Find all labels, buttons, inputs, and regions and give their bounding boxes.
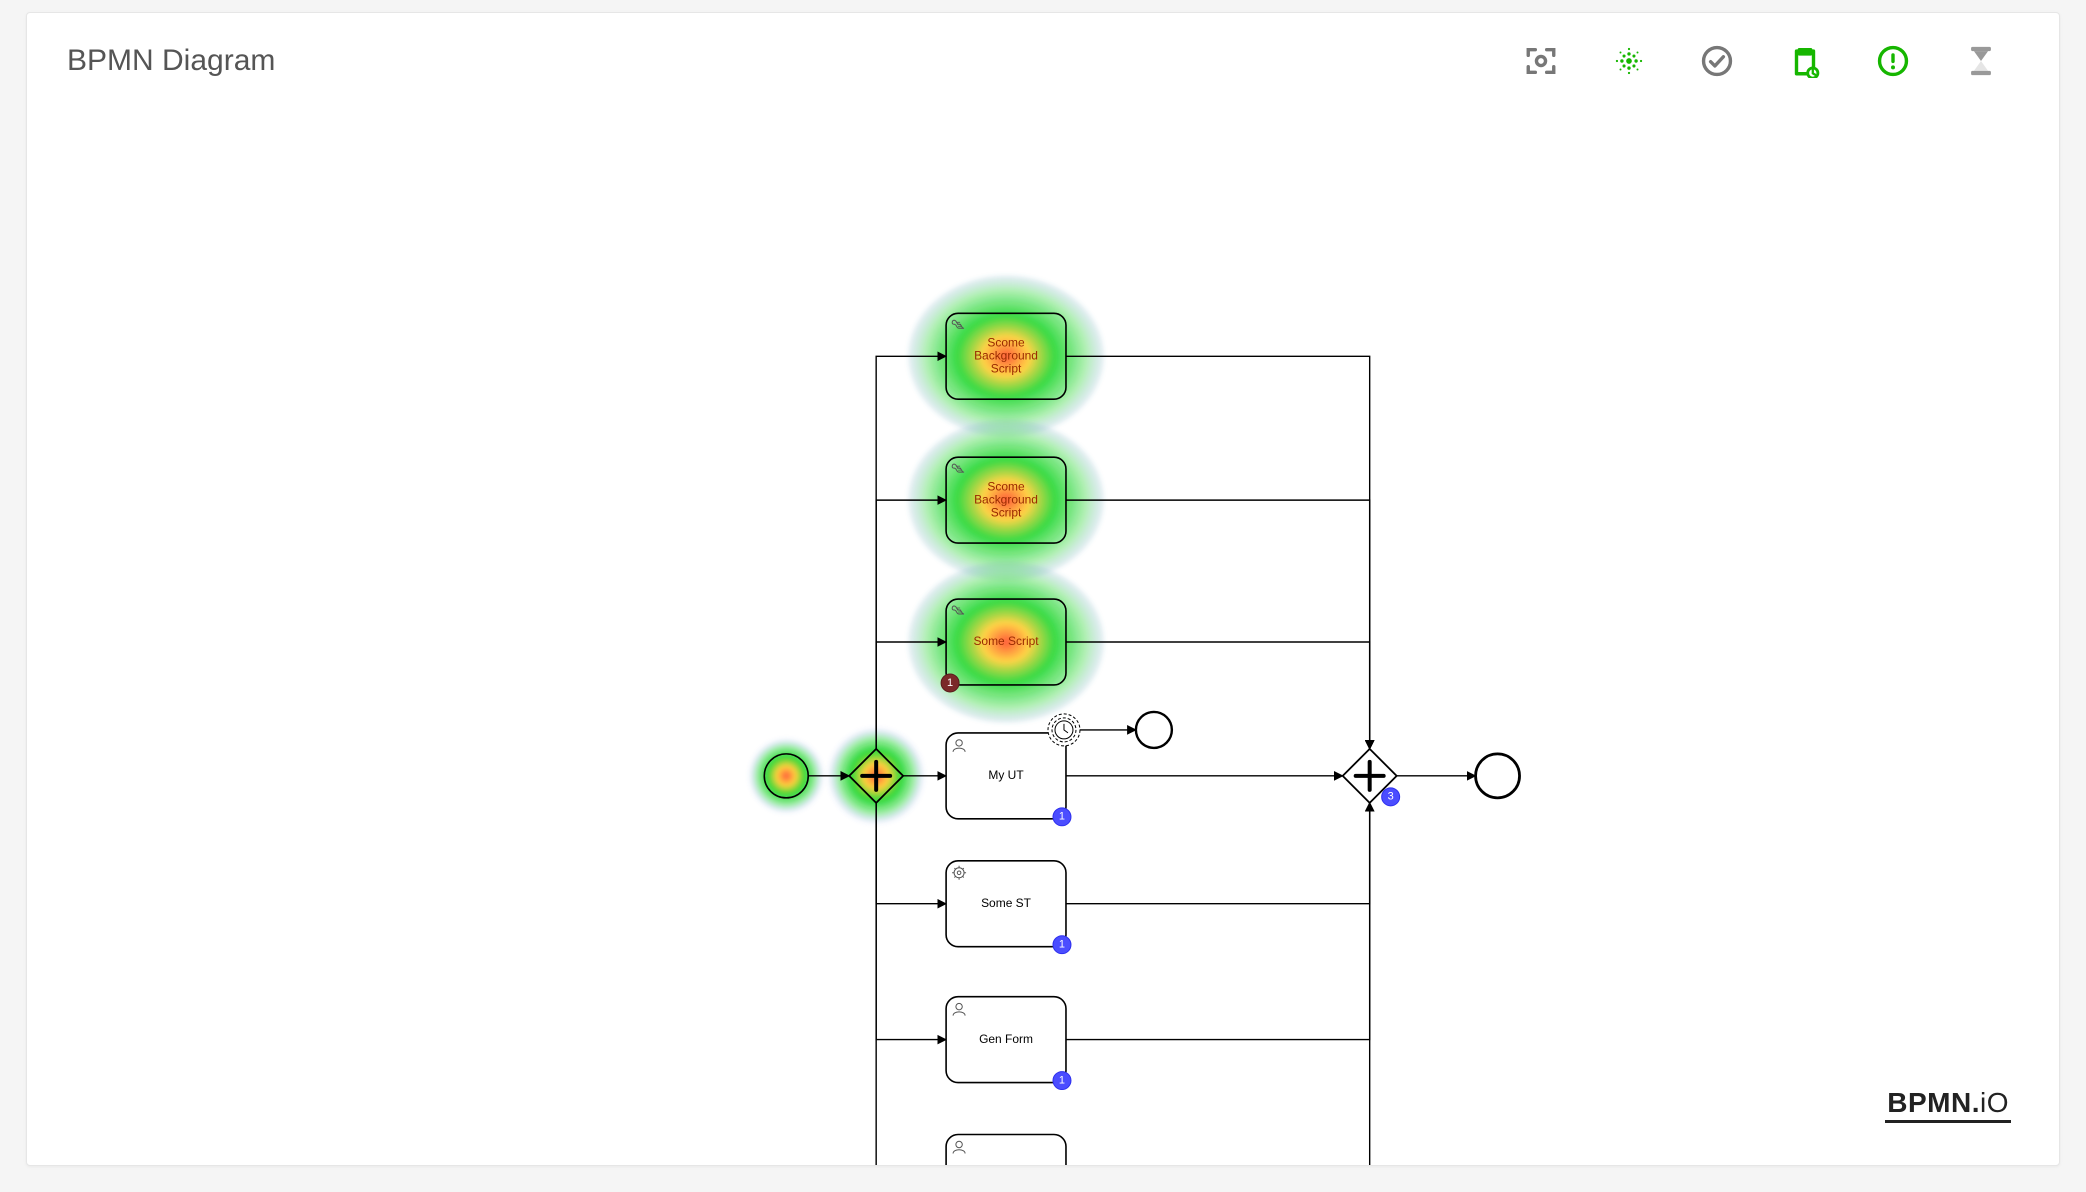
svg-text:Background: Background <box>974 492 1038 506</box>
bpmn-task[interactable]: Wizard Form1 <box>946 1135 1071 1165</box>
clipboard-button[interactable] <box>1787 43 1823 79</box>
svg-text:1: 1 <box>1059 1074 1065 1086</box>
svg-text:Script: Script <box>991 505 1022 519</box>
svg-text:Background: Background <box>974 348 1038 362</box>
bpmn-task[interactable]: Gen Form 1 <box>946 997 1071 1090</box>
check-circle-icon <box>1700 44 1734 78</box>
alert-circle-icon <box>1876 44 1910 78</box>
end-event-small[interactable] <box>1136 712 1172 748</box>
watermark-suffix: iO <box>1980 1087 2009 1118</box>
svg-text:My UT: My UT <box>988 768 1024 782</box>
timer-boundary-event[interactable] <box>1048 714 1080 746</box>
bpmn-task[interactable]: My UT 1 <box>946 733 1071 826</box>
svg-text:Gen Form: Gen Form <box>979 1032 1033 1046</box>
hourglass-icon <box>1964 44 1998 78</box>
panel-title: BPMN Diagram <box>67 44 275 78</box>
svg-text:Scome: Scome <box>987 335 1025 349</box>
svg-text:1: 1 <box>947 677 953 689</box>
clipboard-icon <box>1788 44 1822 78</box>
toolbar <box>1523 43 2019 79</box>
svg-text:Some Script: Some Script <box>973 634 1039 648</box>
heatmap-icon <box>1612 44 1646 78</box>
svg-text:Script: Script <box>991 361 1022 375</box>
watermark-prefix: BPMN. <box>1887 1087 1980 1118</box>
incidents-button[interactable] <box>1875 43 1911 79</box>
svg-text:Scome: Scome <box>987 479 1025 493</box>
diagram-canvas[interactable]: ScomeBackgroundScriptScomeBackgroundScri… <box>27 103 2059 1165</box>
heatmap-button[interactable] <box>1611 43 1647 79</box>
page-root: BPMN Diagram <box>0 0 2086 1192</box>
bpmn-io-watermark: BPMN.iO <box>1885 1087 2011 1123</box>
svg-text:1: 1 <box>1059 939 1065 951</box>
svg-text:Some ST: Some ST <box>981 896 1032 910</box>
end-event[interactable] <box>1476 754 1520 798</box>
svg-text:3: 3 <box>1388 791 1394 803</box>
duration-button[interactable] <box>1963 43 1999 79</box>
diagram-panel: BPMN Diagram <box>26 12 2060 1166</box>
bpmn-svg: ScomeBackgroundScriptScomeBackgroundScri… <box>27 103 2059 1165</box>
fit-viewport-icon <box>1524 44 1558 78</box>
bpmn-task[interactable]: Some ST 1 <box>946 861 1071 954</box>
panel-header: BPMN Diagram <box>27 13 2059 79</box>
parallel-gateway-join[interactable]: 3 <box>1343 749 1400 806</box>
fit-viewport-button[interactable] <box>1523 43 1559 79</box>
svg-text:1: 1 <box>1059 811 1065 823</box>
completed-button[interactable] <box>1699 43 1735 79</box>
